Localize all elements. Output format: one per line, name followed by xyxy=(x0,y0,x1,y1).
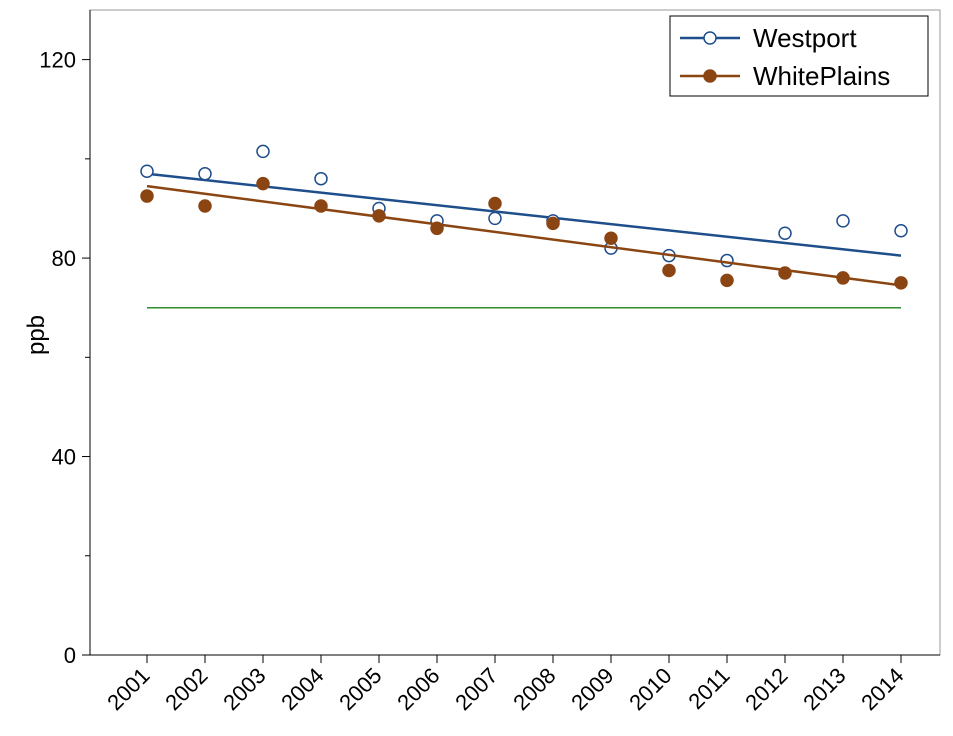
x-tick-label: 2001 xyxy=(102,663,154,715)
legend: Westport WhitePlains xyxy=(669,15,929,97)
y-axis: 0 40 80 120 xyxy=(39,10,91,668)
series-westport xyxy=(140,144,908,268)
x-tick-label: 2006 xyxy=(392,663,444,715)
data-point-westport xyxy=(314,171,328,186)
data-point-whiteplains xyxy=(256,176,270,191)
x-tick-label: 2005 xyxy=(334,663,386,715)
series-layer xyxy=(140,144,908,290)
legend-marker-whiteplains xyxy=(703,69,717,83)
trend-line-whiteplains xyxy=(146,184,902,287)
data-point-westport xyxy=(256,144,270,159)
x-tick-label: 2011 xyxy=(683,663,734,714)
data-point-westport xyxy=(488,211,502,226)
y-tick-label: 120 xyxy=(39,48,76,73)
data-point-whiteplains xyxy=(314,199,328,213)
data-point-whiteplains xyxy=(372,209,386,223)
x-tick-label: 2013 xyxy=(798,663,850,715)
data-point-whiteplains xyxy=(836,271,850,285)
x-tick-label: 2014 xyxy=(856,663,908,715)
legend-label-westport: Westport xyxy=(753,23,857,53)
data-point-whiteplains xyxy=(662,263,676,278)
data-point-whiteplains xyxy=(546,216,560,231)
data-point-whiteplains xyxy=(198,199,212,213)
data-point-westport xyxy=(720,253,734,268)
data-point-westport xyxy=(140,164,154,178)
plot-frame xyxy=(89,9,941,656)
y-axis-label: ppb xyxy=(23,315,50,355)
series-whiteplains xyxy=(140,176,908,290)
data-point-whiteplains xyxy=(778,266,792,280)
data-point-whiteplains xyxy=(720,273,734,288)
y-tick-label: 80 xyxy=(52,246,76,271)
x-tick-label: 2003 xyxy=(218,663,270,715)
legend-box xyxy=(669,15,929,97)
x-tick-label: 2004 xyxy=(276,663,328,715)
data-point-westport xyxy=(198,166,212,181)
data-point-whiteplains xyxy=(140,189,154,203)
data-point-westport xyxy=(894,224,908,238)
data-point-whiteplains xyxy=(894,276,908,290)
data-point-westport xyxy=(836,214,850,228)
legend-label-whiteplains: WhitePlains xyxy=(753,61,890,91)
x-tick-label: 2009 xyxy=(566,663,618,715)
x-tick-label: 2002 xyxy=(160,663,212,715)
x-axis: 2001 2002 2003 2004 2005 2006 2007 2008 2009 2010… xyxy=(90,654,940,715)
data-point-whiteplains xyxy=(430,221,444,236)
data-point-whiteplains xyxy=(604,231,618,245)
y-tick-label: 40 xyxy=(52,445,76,470)
data-point-whiteplains xyxy=(488,196,502,211)
data-point-westport xyxy=(778,226,792,241)
x-tick-label: 2012 xyxy=(740,663,792,715)
trend-line-westport xyxy=(146,172,902,257)
y-tick-label: 0 xyxy=(64,643,76,668)
x-tick-label: 2010 xyxy=(624,663,676,715)
x-tick-label: 2007 xyxy=(450,663,502,715)
legend-marker-westport xyxy=(703,31,717,45)
x-tick-label: 2008 xyxy=(508,663,560,715)
